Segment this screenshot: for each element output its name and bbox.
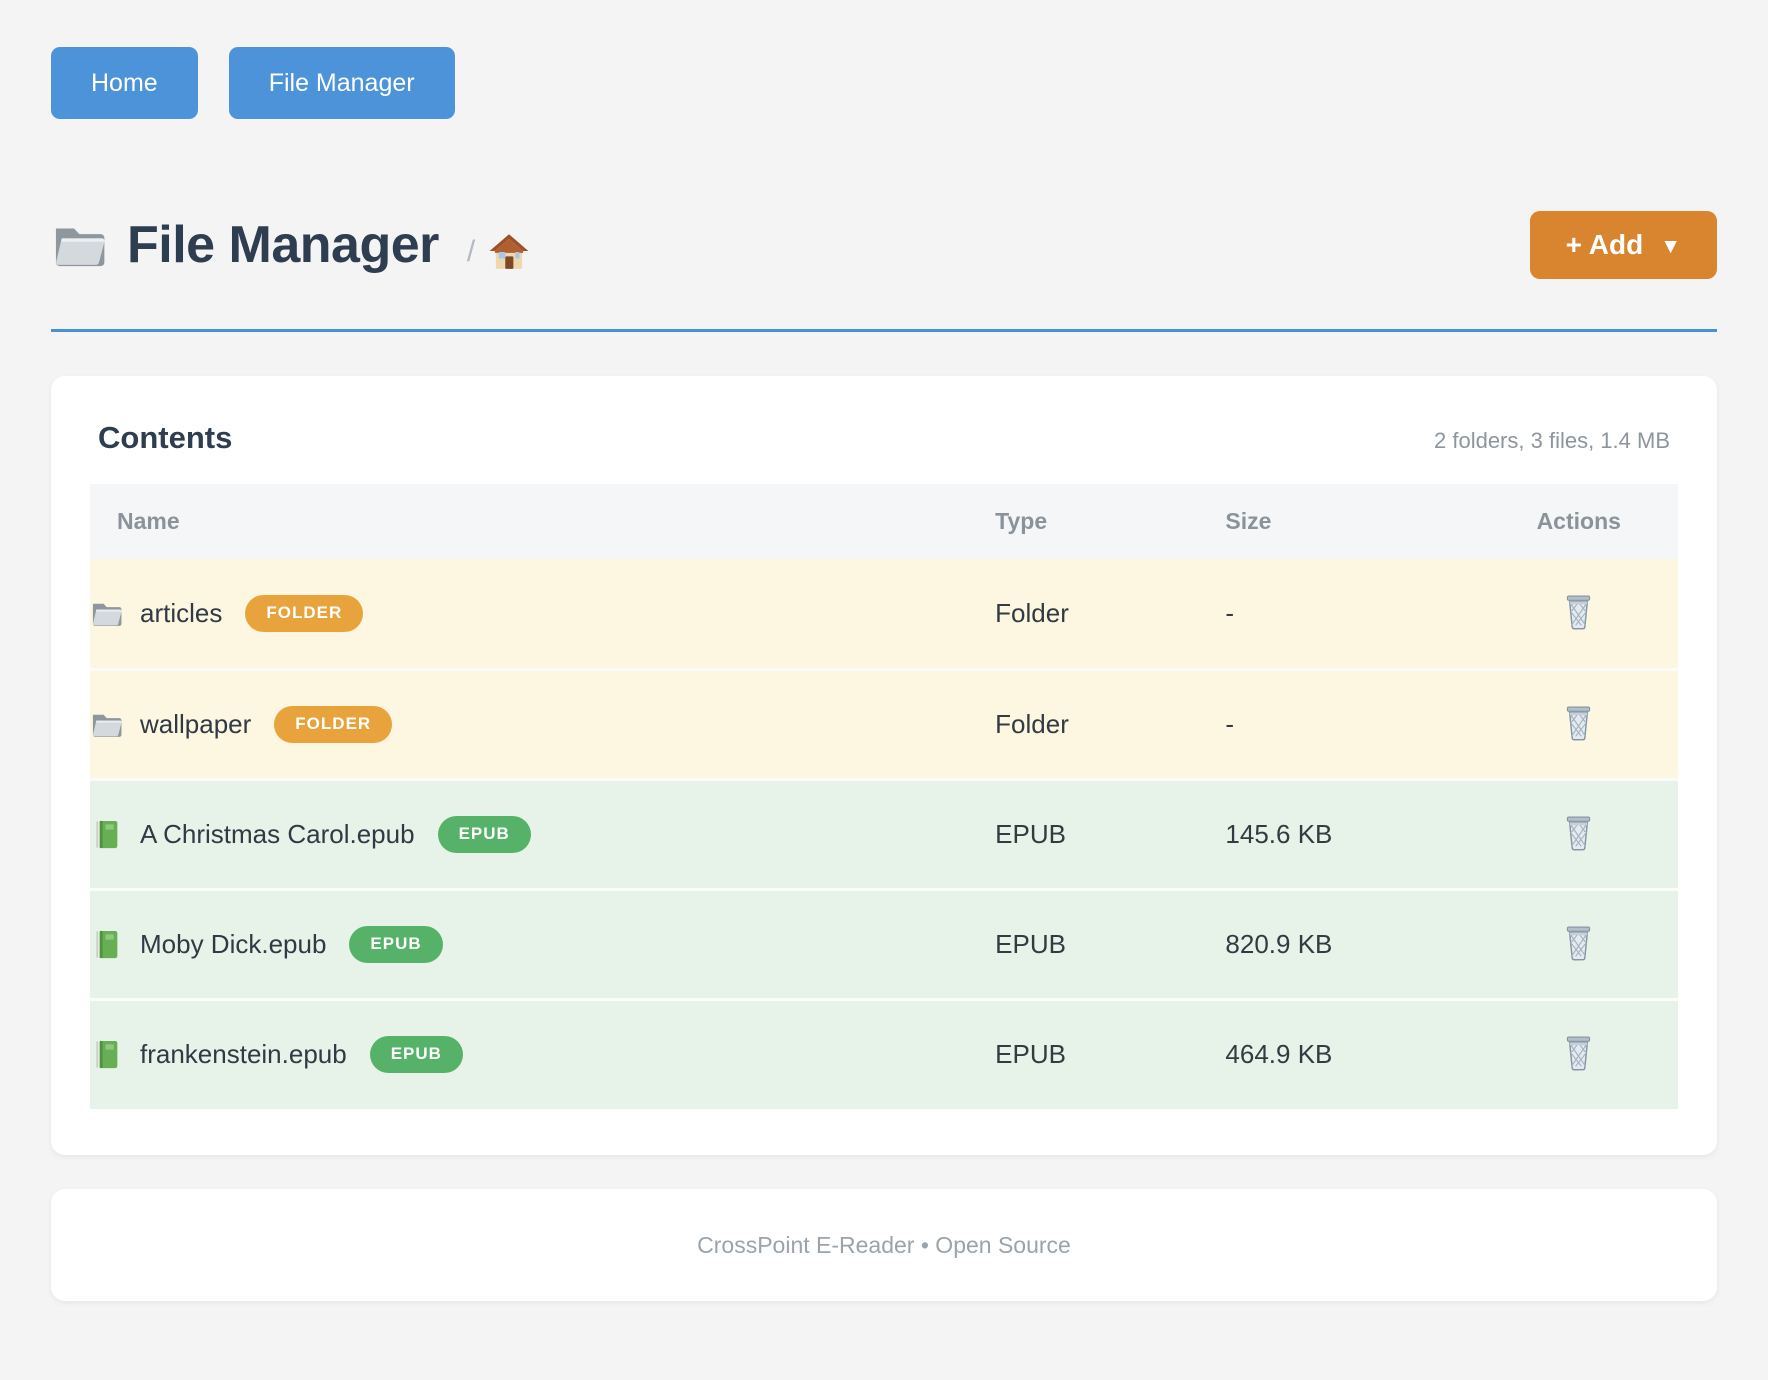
- file-manager-button[interactable]: File Manager: [228, 47, 455, 119]
- file-table-header: Name Type Size Actions: [90, 484, 1678, 559]
- table-row[interactable]: articles FOLDER Folder -: [90, 559, 1678, 671]
- add-button[interactable]: + Add ▼: [1529, 211, 1717, 279]
- file-type: Folder: [995, 669, 1226, 781]
- home-button[interactable]: Home: [51, 47, 198, 119]
- folder-icon: [90, 709, 123, 740]
- column-header-size: Size: [1225, 484, 1480, 559]
- contents-card: Contents 2 folders, 3 files, 1.4 MB Name…: [51, 376, 1717, 1155]
- delete-button[interactable]: [1559, 921, 1598, 965]
- trash-icon: [1563, 705, 1594, 741]
- chevron-down-icon: ▼: [1660, 234, 1681, 258]
- delete-button[interactable]: [1559, 811, 1598, 855]
- type-badge: EPUB: [349, 925, 443, 963]
- file-type: EPUB: [995, 779, 1226, 891]
- contents-card-header: Contents 2 folders, 3 files, 1.4 MB: [90, 420, 1678, 456]
- book-icon: [90, 819, 123, 850]
- file-type: Folder: [995, 559, 1226, 671]
- file-table: Name Type Size Actions articles FOLDER F…: [90, 484, 1678, 1109]
- house-icon[interactable]: [489, 233, 529, 271]
- page-header: File Manager / + Add ▼: [51, 211, 1717, 279]
- file-name[interactable]: frankenstein.epub: [140, 1039, 347, 1070]
- trash-icon: [1563, 925, 1594, 961]
- table-row[interactable]: A Christmas Carol.epub EPUB EPUB 145.6 K…: [90, 779, 1678, 891]
- table-row[interactable]: wallpaper FOLDER Folder -: [90, 669, 1678, 781]
- column-header-type: Type: [995, 484, 1226, 559]
- header-divider: [51, 329, 1717, 332]
- footer: CrossPoint E-Reader • Open Source: [51, 1189, 1717, 1301]
- breadcrumb: /: [467, 233, 529, 271]
- file-type: EPUB: [995, 889, 1226, 1001]
- delete-button[interactable]: [1559, 701, 1598, 745]
- book-icon: [90, 929, 123, 960]
- contents-summary: 2 folders, 3 files, 1.4 MB: [1434, 428, 1670, 453]
- file-size: 820.9 KB: [1225, 889, 1480, 1001]
- add-button-label: + Add: [1565, 229, 1644, 260]
- file-size: -: [1225, 559, 1480, 671]
- trash-icon: [1563, 1035, 1594, 1071]
- file-size: 464.9 KB: [1225, 999, 1480, 1109]
- column-header-name: Name: [90, 484, 996, 559]
- page-title: File Manager: [127, 216, 439, 274]
- contents-title: Contents: [98, 420, 233, 455]
- book-icon: [90, 1039, 123, 1070]
- top-nav: Home File Manager: [51, 47, 1717, 119]
- type-badge: EPUB: [437, 815, 531, 853]
- delete-button[interactable]: [1559, 590, 1598, 634]
- type-badge: EPUB: [369, 1036, 463, 1074]
- type-badge: FOLDER: [274, 705, 393, 743]
- file-size: 145.6 KB: [1225, 779, 1480, 891]
- file-size: -: [1225, 669, 1480, 781]
- footer-text: CrossPoint E-Reader • Open Source: [697, 1231, 1071, 1258]
- type-badge: FOLDER: [245, 594, 364, 632]
- folder-icon: [51, 220, 107, 270]
- column-header-actions: Actions: [1479, 484, 1678, 559]
- trash-icon: [1563, 594, 1594, 630]
- file-name[interactable]: A Christmas Carol.epub: [140, 818, 415, 849]
- delete-button[interactable]: [1559, 1031, 1598, 1075]
- file-name[interactable]: wallpaper: [140, 708, 252, 739]
- file-type: EPUB: [995, 999, 1226, 1109]
- file-name[interactable]: Moby Dick.epub: [140, 928, 327, 959]
- trash-icon: [1563, 815, 1594, 851]
- table-row[interactable]: frankenstein.epub EPUB EPUB 464.9 KB: [90, 999, 1678, 1109]
- folder-icon: [90, 598, 123, 629]
- title-group: File Manager /: [51, 215, 529, 275]
- file-table-body: articles FOLDER Folder - wallpaper FOLDE…: [90, 559, 1678, 1109]
- breadcrumb-separator: /: [466, 235, 476, 268]
- table-row[interactable]: Moby Dick.epub EPUB EPUB 820.9 KB: [90, 889, 1678, 1001]
- file-name[interactable]: articles: [140, 597, 223, 628]
